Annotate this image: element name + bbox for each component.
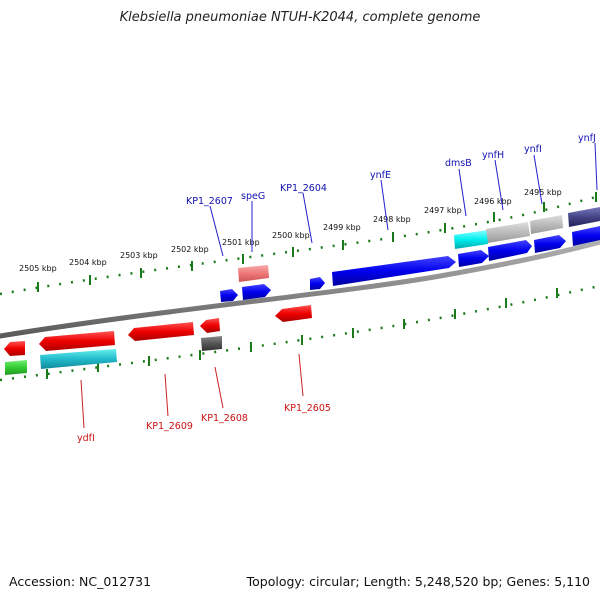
gene-feature-forward[interactable]: [220, 289, 238, 302]
gene-feature-reverse[interactable]: [4, 341, 25, 356]
gene-feature-reverse[interactable]: [39, 331, 115, 351]
reverse-leaders: [80, 353, 304, 429]
forward-leaders: [209, 142, 598, 257]
genome-backbone: [0, 239, 600, 339]
gene-feature-reverse[interactable]: [275, 305, 312, 322]
gene-label[interactable]: speG: [241, 191, 265, 202]
gene-feature-forward[interactable]: [454, 230, 488, 249]
gene-feature-forward[interactable]: [568, 207, 600, 227]
gene-label[interactable]: KP1_2605: [284, 403, 331, 414]
gene-label[interactable]: ynfJ: [578, 133, 596, 144]
gene-feature-reverse[interactable]: [201, 336, 222, 351]
accession-label: Accession: NC_012731: [9, 574, 152, 589]
gene-feature-forward[interactable]: [332, 256, 456, 286]
kbp-label: 2504 kbp: [69, 258, 107, 267]
gene-feature-forward[interactable]: [534, 235, 566, 253]
kbp-label: 2495 kbp: [524, 188, 562, 197]
gene-feature-reverse[interactable]: [40, 349, 117, 369]
map-title: Klebsiella pneumoniae NTUH-K2044, comple…: [119, 10, 481, 25]
kbp-label: 2503 kbp: [120, 251, 158, 260]
gene-feature-forward[interactable]: [488, 240, 532, 261]
gene-feature-reverse[interactable]: [200, 318, 220, 333]
kbp-label: 2505 kbp: [19, 264, 57, 273]
gene-feature-forward[interactable]: [238, 265, 269, 282]
kbp-label: 2501 kbp: [222, 238, 260, 247]
kbp-labels: 2505 kbp 2504 kbp 2503 kbp 2502 kbp 2501…: [19, 188, 562, 273]
reverse-gene-labels: ydfI KP1_2609 KP1_2608 KP1_2605: [77, 403, 331, 444]
genome-summary-label: Topology: circular; Length: 5,248,520 bp…: [246, 574, 590, 589]
kbp-label: 2502 kbp: [171, 245, 209, 254]
kbp-label: 2498 kbp: [373, 215, 411, 224]
gene-label[interactable]: dmsB: [445, 158, 472, 169]
gene-label[interactable]: ynfH: [482, 150, 504, 161]
kbp-label: 2499 kbp: [323, 223, 361, 232]
gene-feature-reverse[interactable]: [5, 360, 27, 375]
gene-label[interactable]: ynfI: [524, 144, 542, 155]
gene-label[interactable]: KP1_2608: [201, 413, 248, 424]
gene-label[interactable]: KP1_2607: [186, 196, 233, 207]
kbp-label: 2496 kbp: [474, 197, 512, 206]
gene-feature-forward[interactable]: [458, 250, 489, 267]
forward-gene-labels: ynfJ ynfI ynfH dmsB ynfE KP1_2604 speG K…: [186, 133, 596, 207]
gene-label[interactable]: ydfI: [77, 433, 95, 444]
outer-major-ticks: [37, 192, 597, 292]
gene-feature-forward[interactable]: [572, 226, 600, 246]
kbp-label: 2500 kbp: [272, 231, 310, 240]
gene-label[interactable]: ynfE: [370, 170, 391, 181]
gene-feature-forward[interactable]: [310, 277, 325, 290]
reverse-features: [4, 305, 312, 375]
gene-feature-forward[interactable]: [486, 222, 530, 243]
gene-label[interactable]: KP1_2604: [280, 183, 327, 194]
gene-feature-forward[interactable]: [530, 215, 563, 234]
inner-major-ticks: [46, 288, 558, 379]
forward-features: [220, 207, 600, 302]
gene-label[interactable]: KP1_2609: [146, 421, 193, 432]
kbp-label: 2497 kbp: [424, 206, 462, 215]
gene-feature-forward[interactable]: [242, 284, 271, 300]
gene-feature-reverse[interactable]: [128, 322, 194, 341]
